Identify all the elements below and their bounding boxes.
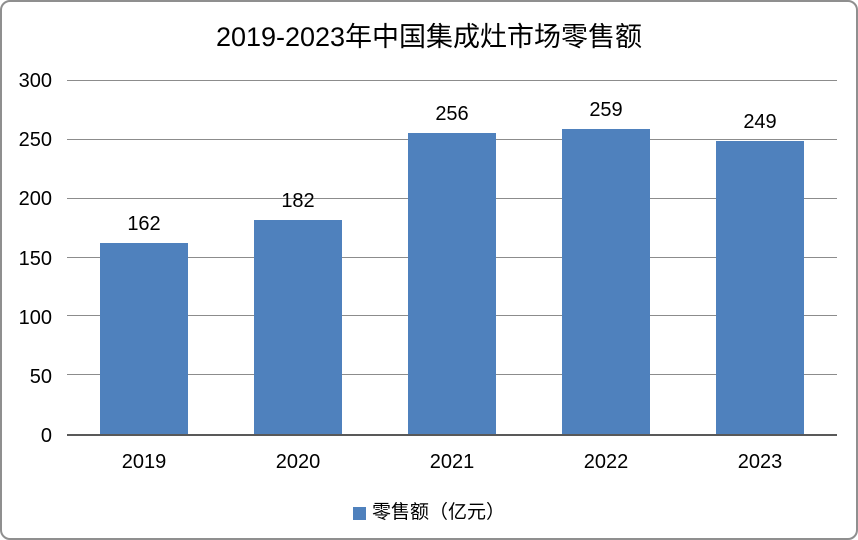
bar-2020	[254, 219, 342, 434]
bar-2023	[716, 141, 804, 434]
y-tick-label-150: 150	[18, 247, 52, 270]
legend: 零售额（亿元）	[2, 502, 856, 525]
bar-slot-2020: 182	[221, 81, 375, 434]
y-tick-label-250: 250	[18, 129, 52, 152]
bar-2021	[408, 132, 496, 434]
bar-value-2019: 162	[127, 213, 161, 236]
y-axis: 0 50 100 150 200 250 300	[2, 71, 52, 446]
x-tick-label-2022: 2022	[583, 451, 629, 473]
bar-value-2022: 259	[589, 99, 623, 122]
x-tick-label-2023: 2023	[737, 451, 783, 473]
gridline-300	[67, 80, 837, 81]
y-tick-label-0: 0	[40, 425, 52, 447]
bar-2022	[562, 129, 650, 434]
bar-slot-2019: 162	[67, 81, 221, 434]
y-tick-label-50: 50	[29, 365, 52, 388]
x-tick-label-2019: 2019	[121, 451, 167, 473]
bar-slot-2021: 256	[375, 81, 529, 434]
x-tick-label-2020: 2020	[275, 451, 321, 473]
chart-title: 2019-2023年中国集成灶市场零售额	[215, 22, 643, 52]
bar-slot-2023: 249	[683, 81, 837, 434]
bar-value-2023: 249	[743, 111, 777, 134]
legend-swatch	[352, 506, 366, 520]
y-tick-label-300: 300	[18, 70, 52, 92]
bar-slot-2022: 259	[529, 81, 683, 434]
bar-value-2021: 256	[435, 102, 469, 125]
y-tick-label-200: 200	[18, 188, 52, 211]
y-tick-label-100: 100	[18, 306, 52, 329]
x-tick-label-2021: 2021	[429, 451, 475, 473]
bar-2019	[100, 243, 188, 434]
bar-value-2020: 182	[281, 189, 315, 212]
x-axis: 2019 2020 2021 2022 2023	[67, 452, 837, 476]
legend-label: 零售额（亿元）	[371, 502, 505, 523]
plot-area: 162 182 256 259 249	[67, 80, 837, 436]
